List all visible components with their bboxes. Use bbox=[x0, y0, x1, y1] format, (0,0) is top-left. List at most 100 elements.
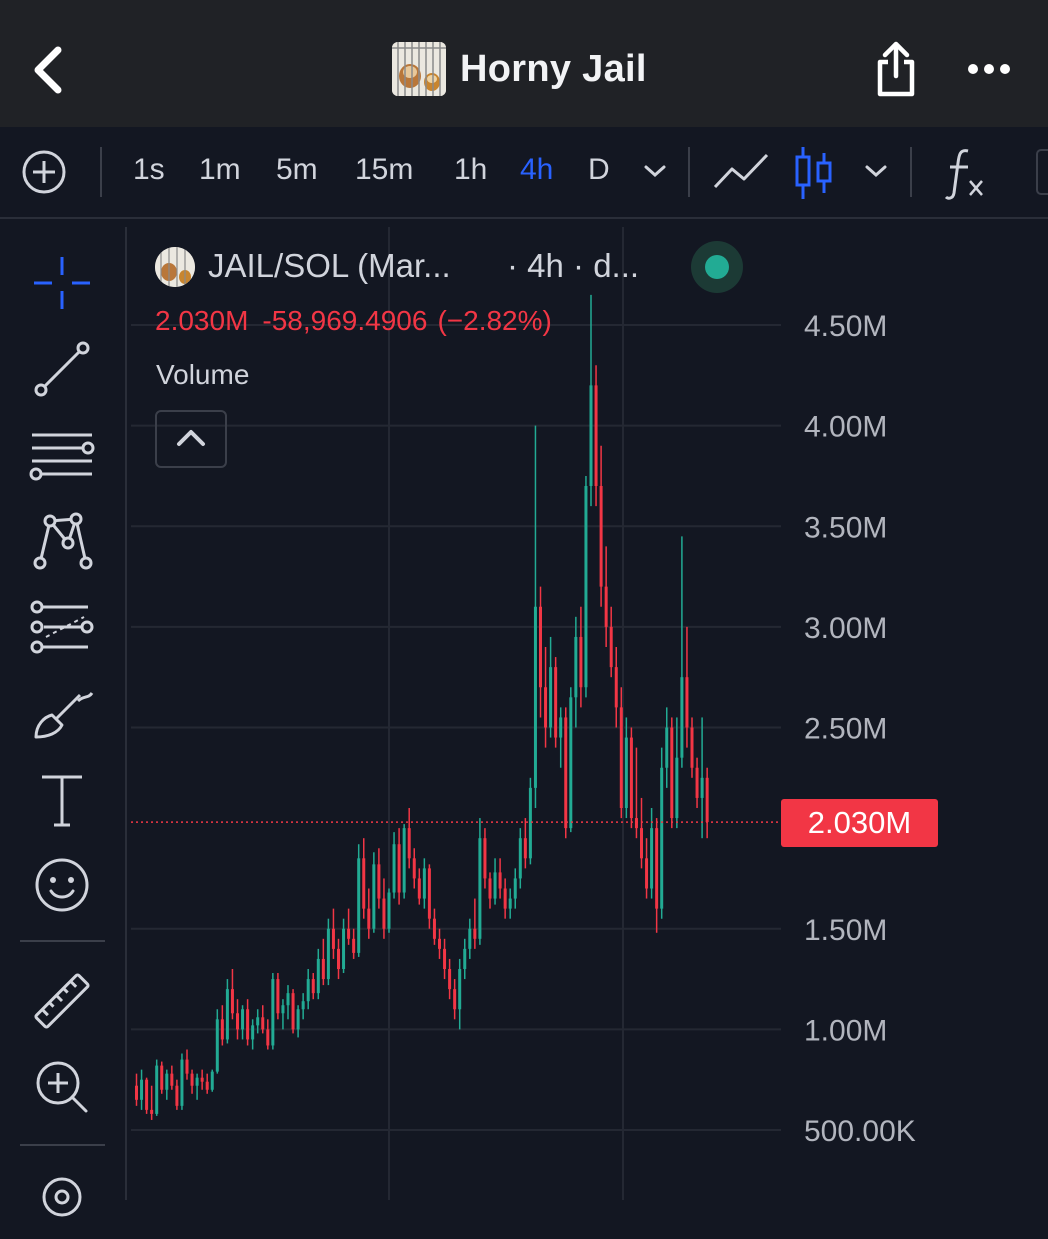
line-chart-icon[interactable] bbox=[712, 147, 770, 197]
candle-body-up bbox=[286, 993, 290, 1006]
add-circle-icon[interactable] bbox=[20, 148, 68, 196]
candle-body-up bbox=[402, 828, 406, 893]
indicators-fx-icon[interactable] bbox=[944, 145, 990, 201]
candle-body-down bbox=[347, 928, 351, 939]
candle-body-up bbox=[569, 697, 573, 829]
symbol-name[interactable]: JAIL/SOL (Mar... bbox=[208, 247, 451, 284]
candle-body-up bbox=[650, 828, 654, 889]
top-bar: Horny Jail bbox=[0, 0, 1048, 127]
legend-collapse-button[interactable] bbox=[155, 410, 227, 468]
candlestick-icon[interactable] bbox=[794, 145, 834, 201]
candle-body-down bbox=[331, 928, 335, 949]
chart-pane[interactable]: 4.50M 4.00M 3.50M 3.00M 2.50M 1.50M 1.00M 500.0… bbox=[131, 227, 1048, 1200]
candle-body-up bbox=[180, 1059, 184, 1106]
price-change-percent: (−2.82%) bbox=[437, 305, 552, 336]
interval-1m[interactable]: 1m bbox=[199, 153, 241, 186]
interval-chevron-down-icon[interactable] bbox=[642, 161, 668, 181]
candle-body-up bbox=[306, 979, 310, 1002]
candle-body-down bbox=[453, 989, 457, 1010]
candle-body-down bbox=[594, 385, 598, 486]
candle-body-up bbox=[422, 868, 426, 899]
candle-body-up bbox=[589, 385, 593, 486]
brush-icon[interactable] bbox=[28, 679, 96, 747]
candle-body-down bbox=[276, 979, 280, 1014]
interval-1s[interactable]: 1s bbox=[133, 153, 165, 186]
candle-body-down bbox=[443, 948, 447, 969]
candle-body-down bbox=[427, 868, 431, 919]
ruler-icon[interactable] bbox=[28, 967, 96, 1035]
candle-body-down bbox=[564, 717, 568, 829]
candle-body-down bbox=[629, 737, 633, 819]
more-horizontal-icon[interactable] bbox=[964, 54, 1014, 84]
candle-body-down bbox=[185, 1059, 189, 1074]
interval-4h-active[interactable]: 4h bbox=[520, 153, 554, 186]
candle-body-down bbox=[266, 1029, 270, 1046]
candle-body-down bbox=[412, 858, 416, 879]
candle-body-down bbox=[483, 838, 487, 879]
candle-body-down bbox=[438, 938, 441, 949]
magnet-icon[interactable] bbox=[28, 1171, 96, 1239]
text-tool-icon[interactable] bbox=[28, 765, 96, 833]
candle-body-up bbox=[458, 969, 462, 1010]
horizontal-lines-icon[interactable] bbox=[28, 421, 96, 489]
candle-body-up bbox=[518, 838, 522, 879]
chevron-up-icon bbox=[177, 430, 205, 446]
market-status-indicator bbox=[691, 241, 743, 293]
candle-body-down bbox=[604, 586, 608, 627]
candle-body-down bbox=[619, 707, 623, 808]
candle-body-down bbox=[230, 989, 234, 1014]
candle-body-down bbox=[200, 1077, 204, 1082]
candle-body-down bbox=[407, 828, 411, 859]
price-axis-label: 4.00M bbox=[804, 411, 887, 444]
symbol-timeframe: · 4h · d... bbox=[507, 247, 640, 284]
toolbar-divider bbox=[910, 147, 912, 197]
candle-body-up bbox=[392, 844, 396, 893]
candle-body-down bbox=[690, 727, 694, 768]
candle-body-up bbox=[660, 767, 664, 909]
candle-body-down bbox=[685, 677, 689, 728]
forecast-icon[interactable] bbox=[28, 593, 96, 661]
last-price: 2.030M bbox=[155, 305, 249, 336]
candle-body-up bbox=[680, 677, 684, 758]
back-chevron-left-icon[interactable] bbox=[28, 44, 68, 96]
candle-body-down bbox=[634, 818, 638, 829]
candle-body-down bbox=[539, 606, 542, 688]
market-open-dot bbox=[705, 255, 729, 279]
price-change-line: 2.030M -58,969.4906 (−2.82%) bbox=[155, 305, 566, 337]
volume-indicator-label[interactable]: Volume bbox=[156, 359, 250, 390]
price-axis-label: 3.00M bbox=[804, 612, 887, 645]
zoom-in-icon[interactable] bbox=[28, 1053, 96, 1121]
candle-body-up bbox=[533, 606, 537, 788]
candle-body-down bbox=[579, 636, 583, 688]
candle-body-up bbox=[251, 1025, 255, 1040]
candle-body-down bbox=[554, 667, 558, 738]
candle-body-up bbox=[665, 727, 669, 768]
interval-15m[interactable]: 15m bbox=[355, 153, 414, 186]
candle-body-down bbox=[670, 727, 674, 819]
candle-body-up bbox=[574, 636, 578, 698]
toolbar-divider bbox=[100, 147, 102, 197]
candle-body-up bbox=[271, 979, 275, 1046]
share-icon[interactable] bbox=[872, 40, 920, 98]
candle-body-down bbox=[655, 828, 659, 909]
pattern-icon[interactable] bbox=[28, 507, 96, 575]
candle-body-up bbox=[478, 838, 482, 939]
emoji-icon[interactable] bbox=[28, 851, 96, 919]
chart-type-chevron-down-icon[interactable] bbox=[863, 161, 889, 181]
candle-body-up bbox=[281, 1005, 285, 1014]
candle-body-down bbox=[705, 777, 709, 823]
candle-body-up bbox=[316, 958, 320, 994]
candle-body-up bbox=[675, 757, 679, 819]
interval-d[interactable]: D bbox=[588, 153, 610, 186]
interval-5m[interactable]: 5m bbox=[276, 153, 318, 186]
candlestick-chart[interactable]: 4.50M 4.00M 3.50M 3.00M 2.50M 1.50M 1.00M 500.0… bbox=[131, 227, 1048, 1200]
crosshair-icon[interactable] bbox=[28, 249, 96, 317]
candle-body-down bbox=[503, 888, 507, 909]
candle-body-up bbox=[468, 928, 472, 949]
candle-body-down bbox=[448, 969, 452, 990]
candle-body-up bbox=[508, 898, 512, 909]
trend-line-icon[interactable] bbox=[28, 335, 96, 403]
price-change: -58,969.4906 bbox=[262, 305, 428, 336]
candle-body-down bbox=[352, 938, 356, 953]
interval-1h[interactable]: 1h bbox=[454, 153, 488, 186]
